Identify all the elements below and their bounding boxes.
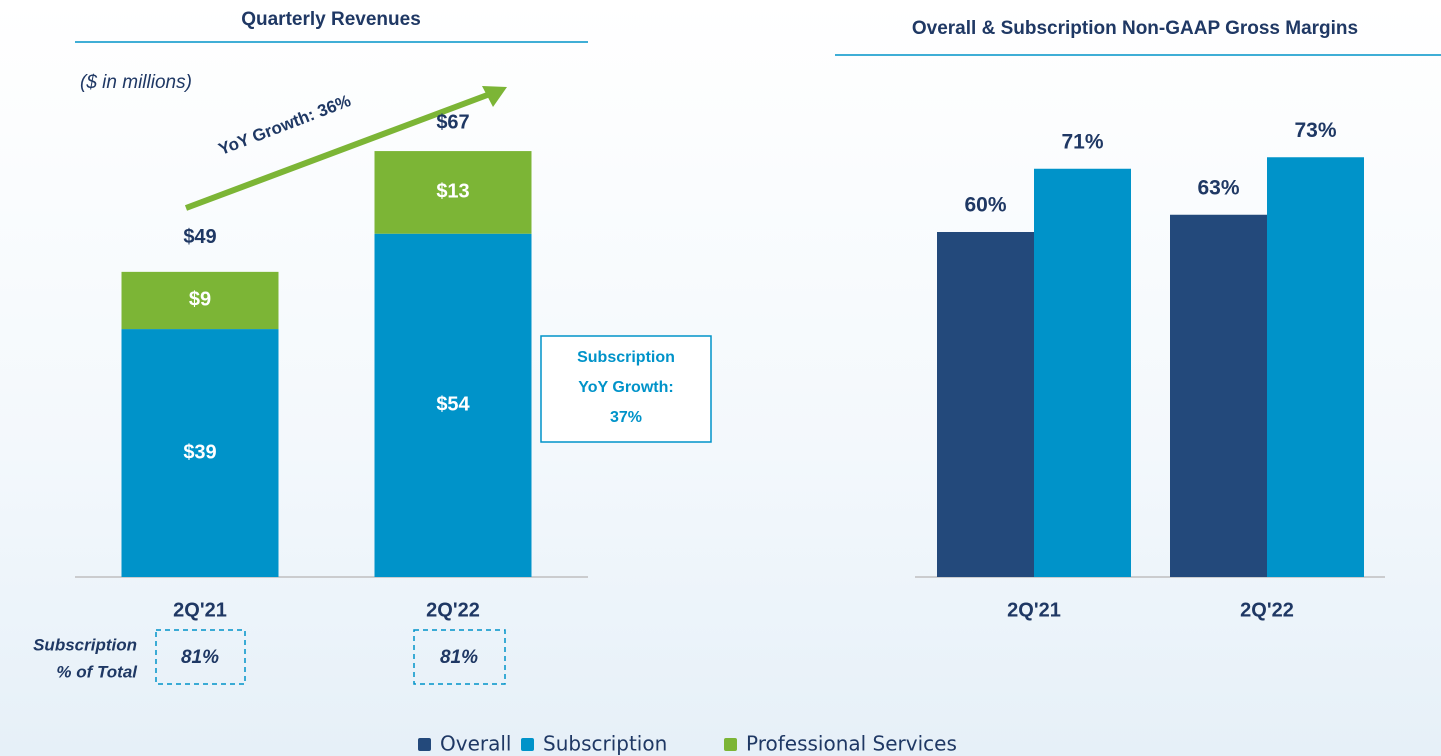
- value-label: 73%: [1294, 119, 1336, 142]
- legend-swatch: [724, 738, 737, 751]
- bar-segment: [121, 329, 279, 577]
- x-tick-label: 2Q'21: [1007, 599, 1061, 621]
- chart-title: Overall & Subscription Non-GAAP Gross Ma…: [912, 18, 1358, 39]
- total-label: $49: [183, 226, 216, 248]
- value-label: 63%: [1197, 176, 1239, 199]
- total-label: $67: [436, 111, 469, 133]
- x-tick-label: 2Q'22: [1240, 599, 1294, 621]
- share-label: 81%: [440, 647, 478, 668]
- legend-label: Subscription: [543, 732, 667, 756]
- value-label: $9: [189, 289, 211, 311]
- bar-segment: [374, 151, 532, 234]
- value-label: $39: [183, 441, 216, 463]
- share-label: 81%: [181, 647, 219, 668]
- share-title: Subscription: [33, 635, 137, 654]
- chart-title: Quarterly Revenues: [241, 9, 421, 30]
- growth-box-text: 37%: [610, 409, 642, 426]
- growth-arrow-head: [482, 86, 507, 107]
- value-label: 71%: [1061, 130, 1103, 153]
- bar-segment: [374, 233, 532, 577]
- share-title: % of Total: [56, 662, 138, 681]
- growth-arrow: [184, 91, 492, 211]
- growth-box: [540, 335, 712, 443]
- bar-segment: [121, 271, 279, 330]
- bar: [937, 232, 1034, 577]
- legend-swatch: [418, 738, 431, 751]
- x-tick-label: 2Q'22: [426, 599, 480, 621]
- legend-label: Professional Services: [746, 732, 957, 756]
- legend-label: Overall: [440, 732, 511, 756]
- value-label: $54: [436, 394, 470, 416]
- subtitle: ($ in millions): [80, 72, 192, 93]
- bar: [1034, 168, 1131, 577]
- legend-swatch: [521, 738, 534, 751]
- value-label: $13: [436, 181, 469, 203]
- value-label: 60%: [964, 194, 1006, 217]
- growth-annotation: YoY Growth: 36%: [216, 91, 354, 159]
- x-tick-label: 2Q'21: [173, 599, 227, 621]
- bar: [1267, 157, 1364, 577]
- growth-box-text: YoY Growth:: [578, 379, 673, 396]
- share-box: [413, 629, 506, 685]
- bar: [1170, 214, 1267, 577]
- growth-box-text: Subscription: [577, 349, 675, 366]
